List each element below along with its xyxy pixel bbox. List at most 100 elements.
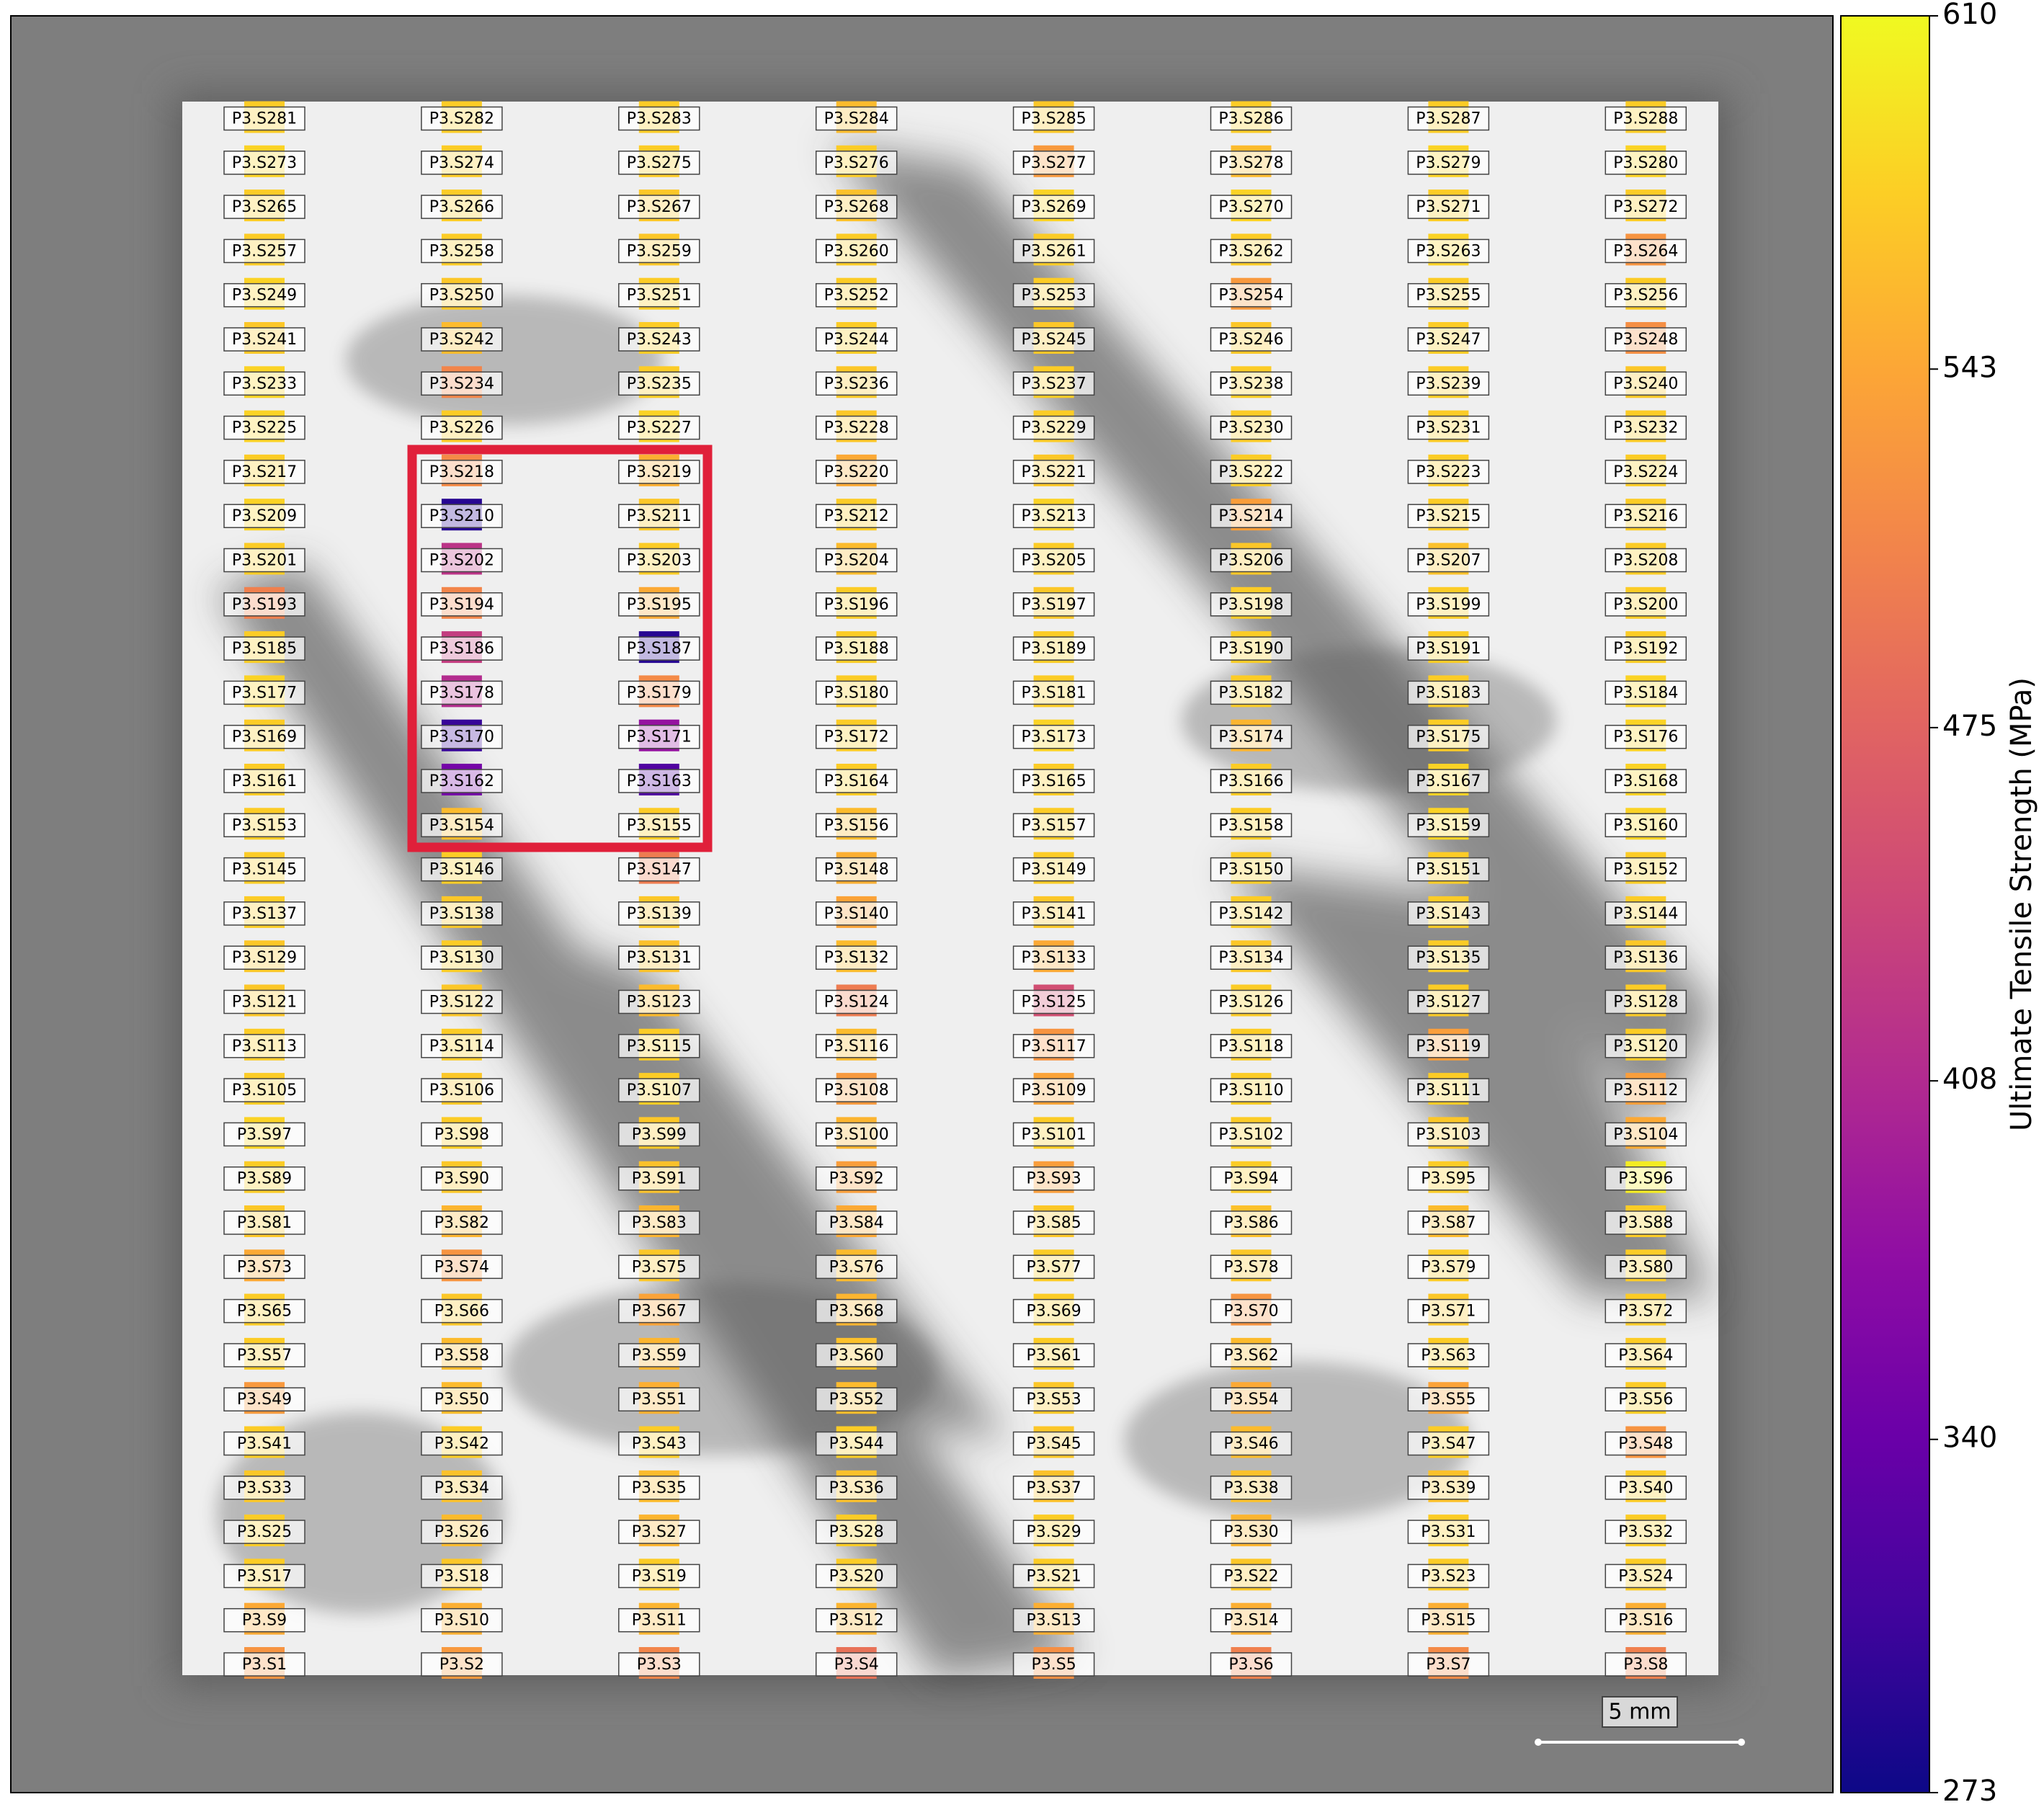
- specimen-label-box: [1605, 857, 1687, 882]
- specimen-label: P3.S106: [429, 1081, 494, 1099]
- specimen-label-box: [1407, 1607, 1490, 1633]
- colorbar-tick-label: 408: [1942, 1063, 1997, 1096]
- specimen-label-box: [1210, 1431, 1293, 1456]
- specimen-label: P3.S284: [824, 110, 889, 128]
- specimen-label: P3.S257: [232, 242, 297, 260]
- specimen-label-box: [1210, 1476, 1293, 1500]
- specimen-label-box: [1210, 1652, 1293, 1677]
- specimen-label: P3.S28: [829, 1523, 884, 1541]
- specimen-label: P3.S251: [627, 287, 692, 305]
- specimen-label: P3.S83: [632, 1214, 687, 1232]
- specimen-label: P3.S120: [1613, 1038, 1678, 1056]
- scale-bar-end: [1535, 1739, 1542, 1746]
- specimen-label-box: [1210, 1387, 1293, 1411]
- specimen-label: P3.S128: [1613, 994, 1678, 1012]
- specimen-label: P3.S105: [232, 1081, 297, 1099]
- specimen-label-box: [421, 238, 503, 264]
- specimen-label-box: [1605, 1034, 1687, 1058]
- specimen-label-box: [1210, 1078, 1293, 1102]
- specimen-label: P3.S179: [627, 684, 692, 702]
- specimen-label: P3.S142: [1218, 905, 1283, 923]
- specimen-label-box: [618, 327, 700, 352]
- specimen-label-box: [1210, 371, 1293, 396]
- micrograph: [11, 16, 1833, 1793]
- specimen-label-box: [421, 680, 503, 705]
- specimen-label-box: [421, 548, 503, 573]
- specimen-label: P3.S194: [429, 596, 494, 614]
- specimen-label-box: [1210, 1034, 1293, 1058]
- specimen-label-box: [815, 371, 898, 396]
- specimen-label: P3.S271: [1416, 198, 1481, 216]
- specimen-label-box: [1210, 636, 1293, 661]
- specimen-label: P3.S205: [1021, 552, 1086, 570]
- scale-bar: 5 mm: [1535, 1696, 1745, 1746]
- specimen-label-box: [1605, 195, 1687, 219]
- specimen-label-box: [1012, 1298, 1095, 1324]
- specimen-label: P3.S199: [1416, 596, 1481, 614]
- specimen-label-box: [223, 415, 305, 440]
- specimen-label: P3.S208: [1613, 552, 1678, 570]
- specimen-label: P3.S114: [429, 1038, 494, 1056]
- specimen-label: P3.S224: [1613, 463, 1678, 481]
- specimen-label: P3.S223: [1416, 463, 1481, 481]
- scale-bar-box: [1602, 1696, 1678, 1728]
- specimen-label: P3.S141: [1021, 905, 1086, 923]
- specimen-label: P3.S51: [632, 1391, 687, 1409]
- specimen-label: P3.S130: [429, 949, 494, 967]
- specimen-label-box: [1605, 151, 1687, 175]
- specimen-label-box: [815, 548, 898, 573]
- specimen-label-box: [1605, 724, 1687, 749]
- specimen-label-box: [815, 1387, 898, 1411]
- specimen-label-box: [1012, 636, 1095, 661]
- specimen-label: P3.S16: [1618, 1612, 1673, 1630]
- specimen-label-box: [223, 1343, 305, 1368]
- specimen-label-box: [1407, 151, 1490, 175]
- specimen-label: P3.S197: [1021, 596, 1086, 614]
- specimen-label: P3.S138: [429, 905, 494, 923]
- specimen-label-box: [1012, 1210, 1095, 1235]
- specimen-label: P3.S103: [1416, 1125, 1481, 1143]
- specimen-label-box: [618, 1652, 700, 1677]
- specimen-label: P3.S269: [1021, 198, 1086, 216]
- specimen-label: P3.S182: [1218, 684, 1283, 702]
- specimen-label-box: [618, 901, 700, 926]
- specimen-label: P3.S119: [1416, 1038, 1481, 1056]
- specimen-label-box: [815, 769, 898, 793]
- specimen-label-box: [1407, 592, 1490, 617]
- specimen-label: P3.S112: [1613, 1081, 1678, 1099]
- specimen-label-box: [618, 945, 700, 970]
- specimen-label-box: [421, 901, 503, 926]
- specimen-label: P3.S249: [232, 287, 297, 305]
- specimen-label: P3.S37: [1026, 1479, 1081, 1497]
- specimen-label-box: [1012, 151, 1095, 175]
- specimen-label: P3.S230: [1218, 419, 1283, 437]
- specimen-label-box: [1407, 1298, 1490, 1324]
- specimen-label-box: [618, 1563, 700, 1589]
- specimen-label-box: [223, 1520, 305, 1544]
- specimen-label-box: [1012, 1122, 1095, 1147]
- specimen-label: P3.S214: [1218, 507, 1283, 525]
- specimen-label: P3.S248: [1613, 331, 1678, 349]
- specimen-label-box: [1210, 1210, 1293, 1235]
- colorbar-tick-label: 340: [1942, 1422, 1997, 1455]
- specimen-label: P3.S107: [627, 1081, 692, 1099]
- specimen-label: P3.S123: [627, 994, 692, 1012]
- specimen-label: P3.S218: [429, 463, 494, 481]
- specimen-label: P3.S185: [232, 640, 297, 658]
- specimen-label: P3.S279: [1416, 154, 1481, 172]
- specimen-label-box: [223, 1298, 305, 1324]
- specimen-label-box: [815, 195, 898, 219]
- specimen-label-box: [1210, 327, 1293, 352]
- specimen-label-box: [618, 1210, 700, 1235]
- specimen-label: P3.S195: [627, 596, 692, 614]
- specimen-label-box: [223, 813, 305, 838]
- specimen-label: P3.S258: [429, 242, 494, 260]
- specimen-label-box: [421, 1607, 503, 1633]
- specimen-label-box: [815, 460, 898, 484]
- specimen-label-box: [1210, 1520, 1293, 1544]
- specimen-label-box: [1407, 1166, 1490, 1191]
- specimen-label: P3.S158: [1218, 816, 1283, 834]
- specimen-label-box: [618, 680, 700, 705]
- specimen-label: P3.S196: [824, 596, 889, 614]
- specimen-label: P3.S281: [232, 110, 297, 128]
